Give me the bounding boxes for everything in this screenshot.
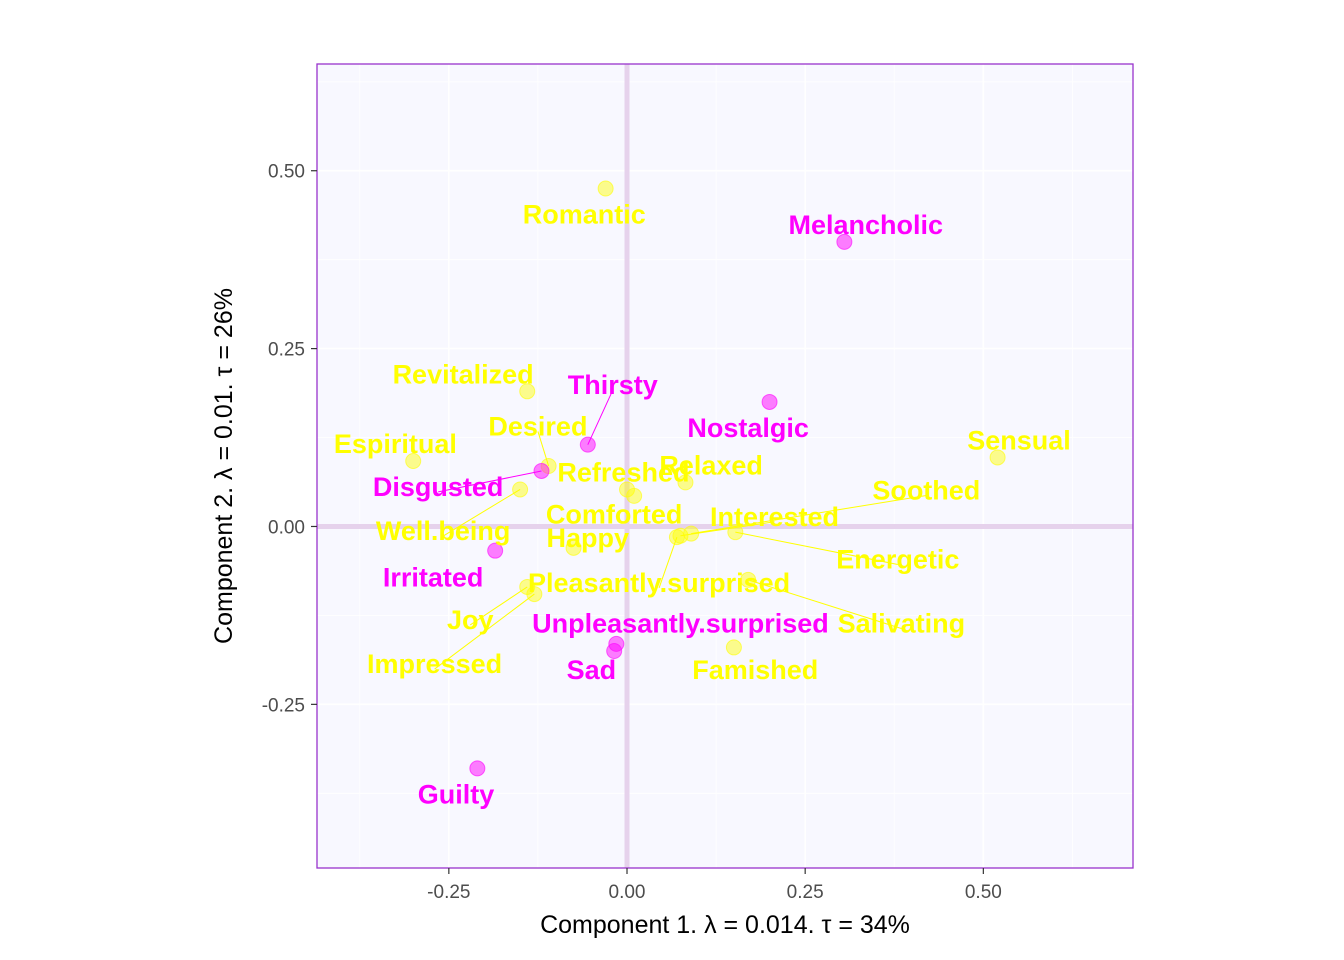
origin-lines bbox=[317, 64, 1133, 868]
data-point bbox=[626, 487, 643, 504]
y-axis: -0.25 0.00 0.25 0.50 bbox=[262, 162, 317, 716]
labels-layer: Romantic Melancholic Revitalized Thirsty Nos… bbox=[334, 199, 1071, 809]
y-tick-label: 0.50 bbox=[268, 162, 305, 183]
leader-line bbox=[735, 531, 898, 565]
data-point bbox=[512, 481, 529, 498]
point-label: Well.being bbox=[376, 516, 511, 546]
leader-line bbox=[469, 586, 528, 626]
data-point bbox=[725, 639, 742, 656]
point-label: Thirsty bbox=[568, 370, 658, 400]
point-label: Melancholic bbox=[788, 210, 943, 240]
point-label: Revitalized bbox=[393, 360, 534, 390]
leader-line bbox=[434, 593, 535, 670]
data-point bbox=[740, 571, 757, 588]
point-label: Guilty bbox=[418, 779, 495, 809]
data-point bbox=[526, 586, 543, 603]
data-point bbox=[519, 383, 536, 400]
data-point bbox=[989, 449, 1006, 466]
x-tick-label: 0.25 bbox=[787, 882, 824, 903]
data-point bbox=[469, 760, 486, 777]
point-label: Pleasantly.surprised bbox=[528, 568, 790, 598]
point-label: Espiritual bbox=[334, 429, 457, 459]
point-label: Desired bbox=[488, 411, 587, 441]
leader-line bbox=[537, 431, 550, 467]
point-label: Relaxed bbox=[659, 451, 763, 481]
data-point bbox=[565, 539, 582, 556]
x-tick-label: 0.50 bbox=[965, 882, 1002, 903]
data-point bbox=[579, 436, 596, 453]
leader-line bbox=[442, 489, 521, 537]
y-tick-label: 0.25 bbox=[268, 340, 305, 361]
point-label: Disgusted bbox=[373, 472, 504, 502]
leader-line bbox=[658, 536, 678, 589]
x-tick-label: -0.25 bbox=[427, 882, 470, 903]
plot-border bbox=[316, 63, 1134, 869]
data-point bbox=[487, 542, 504, 559]
point-label: Energetic bbox=[836, 544, 959, 574]
point-label: Interested bbox=[710, 502, 839, 532]
point-label: Sad bbox=[567, 655, 617, 685]
point-label: Happy bbox=[547, 523, 630, 553]
data-point bbox=[597, 180, 614, 197]
point-label: Comforted bbox=[546, 500, 683, 530]
leader-line bbox=[438, 470, 542, 493]
plot-panel bbox=[317, 64, 1133, 868]
data-point bbox=[606, 642, 623, 659]
x-tick-label: 0.00 bbox=[609, 882, 646, 903]
point-label: Salivating bbox=[838, 609, 966, 639]
data-point bbox=[836, 233, 853, 250]
data-point bbox=[533, 462, 550, 479]
y-tick-label: 0.00 bbox=[268, 517, 305, 538]
data-point bbox=[677, 474, 694, 491]
y-axis-title: Component 2. λ = 0.01. τ = 26% bbox=[210, 288, 238, 644]
leader-line bbox=[680, 521, 775, 537]
data-point bbox=[668, 529, 685, 546]
leader-line bbox=[587, 389, 614, 445]
point-label: Impressed bbox=[367, 649, 502, 679]
point-label: Soothed bbox=[872, 475, 980, 505]
point-label: Unpleasantly.surprised bbox=[532, 609, 829, 639]
point-label: Sensual bbox=[967, 426, 1071, 456]
point-label: Irritated bbox=[383, 562, 484, 592]
point-label: Joy bbox=[447, 605, 494, 635]
point-label: Famished bbox=[692, 655, 818, 685]
data-point bbox=[761, 393, 778, 410]
point-label: Romantic bbox=[523, 199, 646, 229]
data-point bbox=[727, 524, 744, 541]
point-label: Refreshed bbox=[557, 458, 689, 488]
x-axis: -0.25 0.00 0.25 0.50 bbox=[427, 868, 1002, 903]
y-tick-label: -0.25 bbox=[262, 695, 305, 716]
x-axis-title: Component 1. λ = 0.014. τ = 34% bbox=[540, 911, 910, 939]
point-label: Nostalgic bbox=[687, 413, 809, 443]
points-layer bbox=[405, 180, 1006, 777]
data-point bbox=[405, 453, 422, 470]
leader-line bbox=[748, 579, 902, 630]
